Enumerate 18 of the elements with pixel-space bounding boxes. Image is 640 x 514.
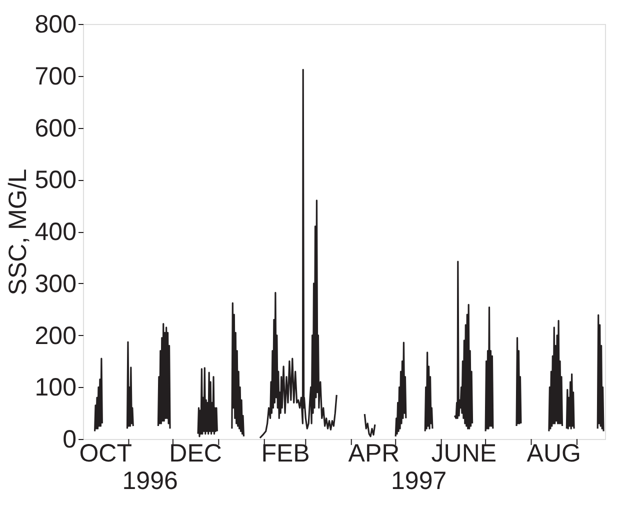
y-tick-label: 200 <box>34 322 76 350</box>
y-tick-label: 0 <box>62 426 76 454</box>
x-tick-label: APR <box>348 440 400 468</box>
y-tick-label: 100 <box>34 374 76 402</box>
y-tick-label: 500 <box>34 166 76 194</box>
x-tick-label: AUG <box>526 440 581 468</box>
y-tick-label: 600 <box>34 114 76 142</box>
y-tick-label: 800 <box>34 10 76 38</box>
x-tick-label: FEB <box>261 440 310 468</box>
text: 1997 <box>391 467 447 495</box>
y-tick-label: 700 <box>34 62 76 90</box>
y-tick-label: 400 <box>34 218 76 246</box>
y-tick-label: 300 <box>34 270 76 298</box>
x-tick-label: DEC <box>169 440 222 468</box>
x-tick-label: OCT <box>79 440 132 468</box>
y-axis-title: SSC, MG/L <box>4 168 32 296</box>
text: 1996 <box>122 467 178 495</box>
x-tick-label: JUNE <box>431 440 497 468</box>
